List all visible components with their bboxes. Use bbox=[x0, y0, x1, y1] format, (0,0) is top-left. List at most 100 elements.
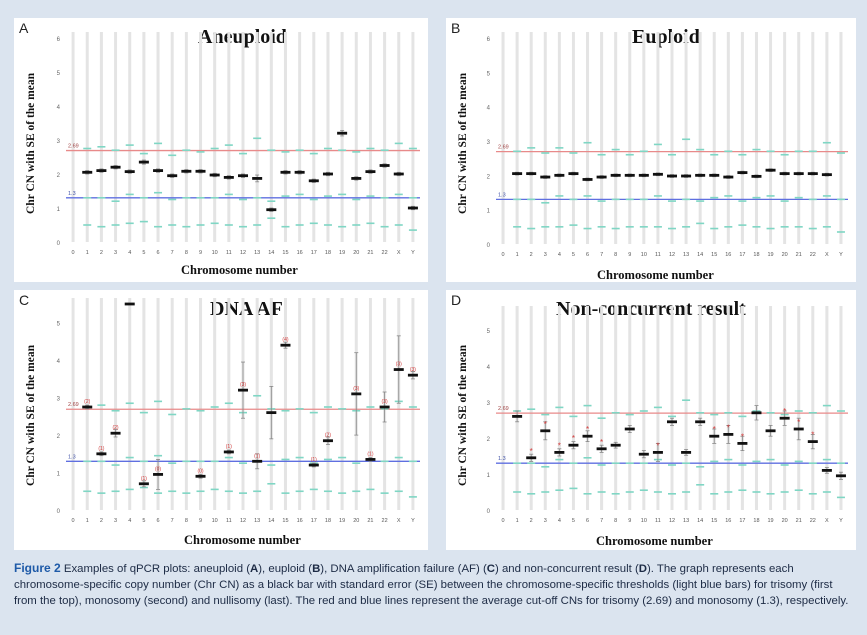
trisomy-threshold-bar bbox=[168, 154, 177, 157]
cn-bar bbox=[308, 179, 319, 183]
nullisomy-threshold-bar bbox=[541, 491, 550, 493]
grid-stripe bbox=[283, 298, 287, 510]
nullisomy-threshold-bar bbox=[513, 491, 522, 493]
trisomy-threshold-bar bbox=[182, 408, 191, 410]
monosomy-threshold-bar bbox=[668, 200, 676, 202]
grid-stripe bbox=[312, 32, 316, 242]
cn-bar bbox=[709, 434, 720, 438]
x-tick-label: 8 bbox=[185, 518, 188, 524]
nullisomy-threshold-bar bbox=[309, 488, 318, 491]
grid-stripe bbox=[142, 298, 146, 510]
nullisomy-threshold-bar bbox=[583, 227, 592, 230]
grid-stripe bbox=[213, 298, 217, 510]
monosomy-threshold-bar bbox=[639, 462, 648, 464]
y-tick-label: 0 bbox=[57, 241, 61, 247]
cn-bar bbox=[807, 440, 818, 443]
panel-letter: A bbox=[19, 20, 29, 36]
nullisomy-threshold-bar bbox=[541, 226, 550, 228]
cn-bar bbox=[110, 165, 121, 169]
trisomy-threshold-bar bbox=[253, 394, 262, 397]
x-tick-label: 4 bbox=[128, 250, 131, 256]
nullisomy-threshold-bar bbox=[668, 227, 676, 230]
x-tick-label: 12 bbox=[669, 518, 675, 524]
monosomy-threshold-bar bbox=[696, 466, 705, 468]
cn-bar bbox=[624, 427, 635, 431]
nullisomy-threshold-bar bbox=[295, 224, 304, 226]
trisomy-threshold-bar bbox=[583, 141, 592, 144]
trisomy-threshold-bar bbox=[111, 149, 120, 151]
annotation-marker: (0) bbox=[197, 468, 203, 474]
cn-bar bbox=[751, 174, 762, 178]
y-tick-label: 2 bbox=[487, 437, 491, 443]
cn-bar bbox=[582, 434, 593, 438]
nullisomy-threshold-bar bbox=[780, 491, 789, 493]
cn-bar bbox=[737, 171, 748, 174]
trisomy-threshold-bar bbox=[168, 413, 177, 416]
grid-stripe bbox=[170, 298, 174, 510]
x-tick-label: 18 bbox=[753, 518, 759, 524]
grid-stripe bbox=[712, 306, 716, 510]
y-tick-label: 2 bbox=[57, 173, 61, 179]
grid-stripe bbox=[684, 306, 688, 510]
grid-stripe bbox=[571, 306, 575, 510]
monosomy-cutoff-label: 1.3 bbox=[68, 454, 76, 460]
nullisomy-threshold-bar bbox=[352, 224, 361, 226]
nullisomy-threshold-bar bbox=[83, 490, 92, 493]
trisomy-threshold-bar bbox=[625, 413, 634, 416]
monosomy-threshold-bar bbox=[380, 460, 389, 463]
x-tick-label: 2 bbox=[100, 250, 103, 256]
y-tick-label: 0 bbox=[57, 509, 61, 515]
x-tick-label: Y bbox=[411, 250, 415, 256]
monosomy-threshold-bar bbox=[267, 200, 276, 202]
trisomy-threshold-bar bbox=[210, 406, 219, 408]
x-tick-label: Y bbox=[839, 518, 843, 524]
trisomy-threshold-bar bbox=[97, 146, 106, 148]
monosomy-threshold-bar bbox=[794, 460, 803, 463]
x-tick-label: 2 bbox=[100, 518, 103, 524]
x-tick-label: 14 bbox=[268, 250, 274, 256]
nullisomy-threshold-bar bbox=[710, 227, 719, 230]
grid-stripe bbox=[571, 32, 575, 244]
monosomy-threshold-bar bbox=[527, 198, 536, 201]
cn-bar bbox=[280, 170, 291, 174]
x-tick-label: 11 bbox=[655, 518, 661, 524]
nullisomy-threshold-bar bbox=[380, 225, 389, 228]
x-tick-label: 20 bbox=[353, 518, 359, 524]
x-tick-label: 11 bbox=[655, 252, 661, 258]
grid-stripe bbox=[543, 306, 547, 510]
cn-bar bbox=[266, 411, 277, 415]
cn-bar bbox=[294, 170, 305, 174]
x-tick-label: 11 bbox=[226, 250, 232, 256]
monosomy-threshold-bar bbox=[408, 197, 417, 199]
monosomy-cutoff-label: 1.3 bbox=[498, 456, 506, 462]
grid-stripe bbox=[698, 32, 702, 244]
cn-bar bbox=[96, 169, 107, 172]
trisomy-threshold-bar bbox=[682, 399, 691, 401]
grid-stripe bbox=[184, 32, 188, 242]
annotation-marker: (4) bbox=[282, 337, 288, 343]
x-tick-label: 5 bbox=[572, 252, 575, 258]
cn-bar bbox=[379, 164, 390, 167]
trisomy-threshold-bar bbox=[380, 149, 389, 151]
monosomy-threshold-bar bbox=[808, 198, 817, 201]
annotation-marker: (3) bbox=[396, 362, 402, 368]
cn-bar bbox=[393, 172, 404, 176]
grid-stripe bbox=[543, 32, 547, 244]
x-tick-label: 22 bbox=[810, 252, 816, 258]
trisomy-threshold-bar bbox=[822, 141, 831, 144]
cn-bar bbox=[568, 443, 579, 447]
trisomy-threshold-bar bbox=[639, 410, 648, 412]
nullisomy-threshold-bar bbox=[253, 224, 262, 226]
cn-bar bbox=[793, 427, 804, 431]
trisomy-threshold-bar bbox=[267, 149, 276, 151]
grid-stripe bbox=[769, 306, 773, 510]
trisomy-threshold-bar bbox=[338, 408, 347, 410]
grid-stripe bbox=[529, 306, 533, 510]
trisomy-threshold-bar bbox=[653, 406, 662, 409]
grid-stripe bbox=[797, 32, 801, 244]
monosomy-threshold-bar bbox=[380, 197, 389, 199]
nullisomy-threshold-bar bbox=[196, 490, 205, 493]
cn-bar bbox=[638, 173, 649, 177]
monosomy-threshold-bar bbox=[111, 464, 120, 466]
monosomy-threshold-bar bbox=[569, 198, 578, 201]
